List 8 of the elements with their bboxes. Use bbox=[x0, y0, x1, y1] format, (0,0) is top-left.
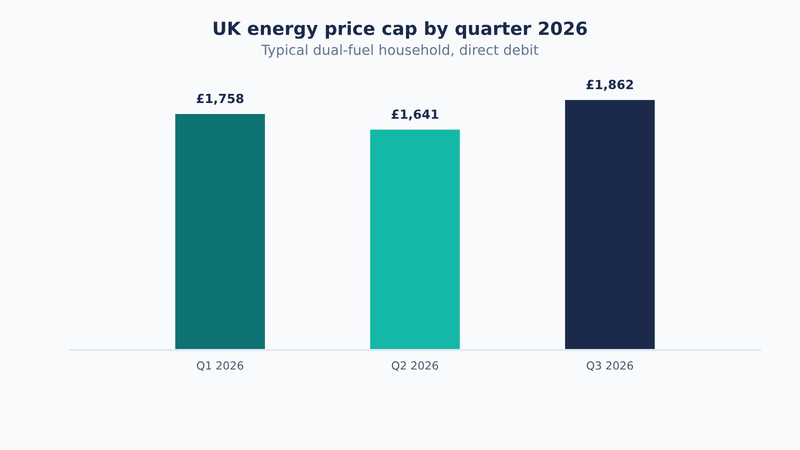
data-label: £1,641 bbox=[392, 109, 438, 121]
data-label: £1,862 bbox=[586, 80, 633, 91]
x-tick-label: Q1 2026 bbox=[196, 361, 244, 371]
x-tick-label: Q3 2026 bbox=[586, 361, 634, 371]
chart-title: UK energy price cap by quarter 2026 bbox=[214, 21, 587, 39]
x-tick-label: Q2 2026 bbox=[392, 361, 438, 371]
chart-subtitle: Typical dual-fuel household, direct debit bbox=[261, 44, 538, 58]
data-label: £1,758 bbox=[196, 94, 244, 105]
